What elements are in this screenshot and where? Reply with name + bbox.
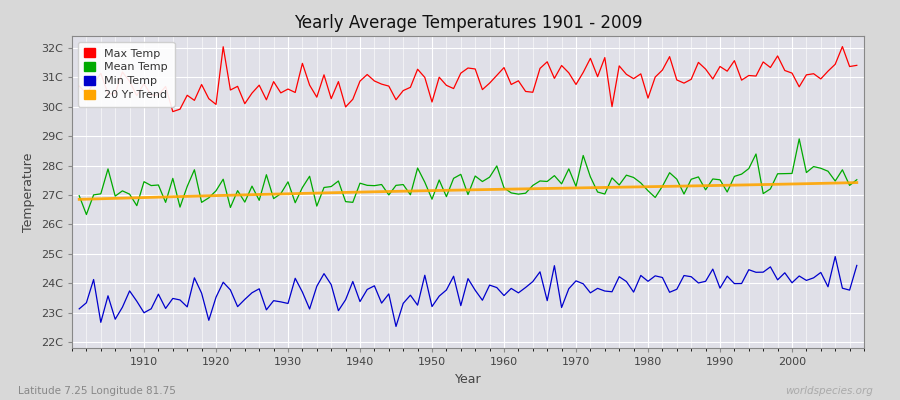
Title: Yearly Average Temperatures 1901 - 2009: Yearly Average Temperatures 1901 - 2009 [293,14,643,32]
Text: worldspecies.org: worldspecies.org [785,386,873,396]
X-axis label: Year: Year [454,372,482,386]
Text: Latitude 7.25 Longitude 81.75: Latitude 7.25 Longitude 81.75 [18,386,176,396]
Y-axis label: Temperature: Temperature [22,152,35,232]
Legend: Max Temp, Mean Temp, Min Temp, 20 Yr Trend: Max Temp, Mean Temp, Min Temp, 20 Yr Tre… [77,42,175,107]
